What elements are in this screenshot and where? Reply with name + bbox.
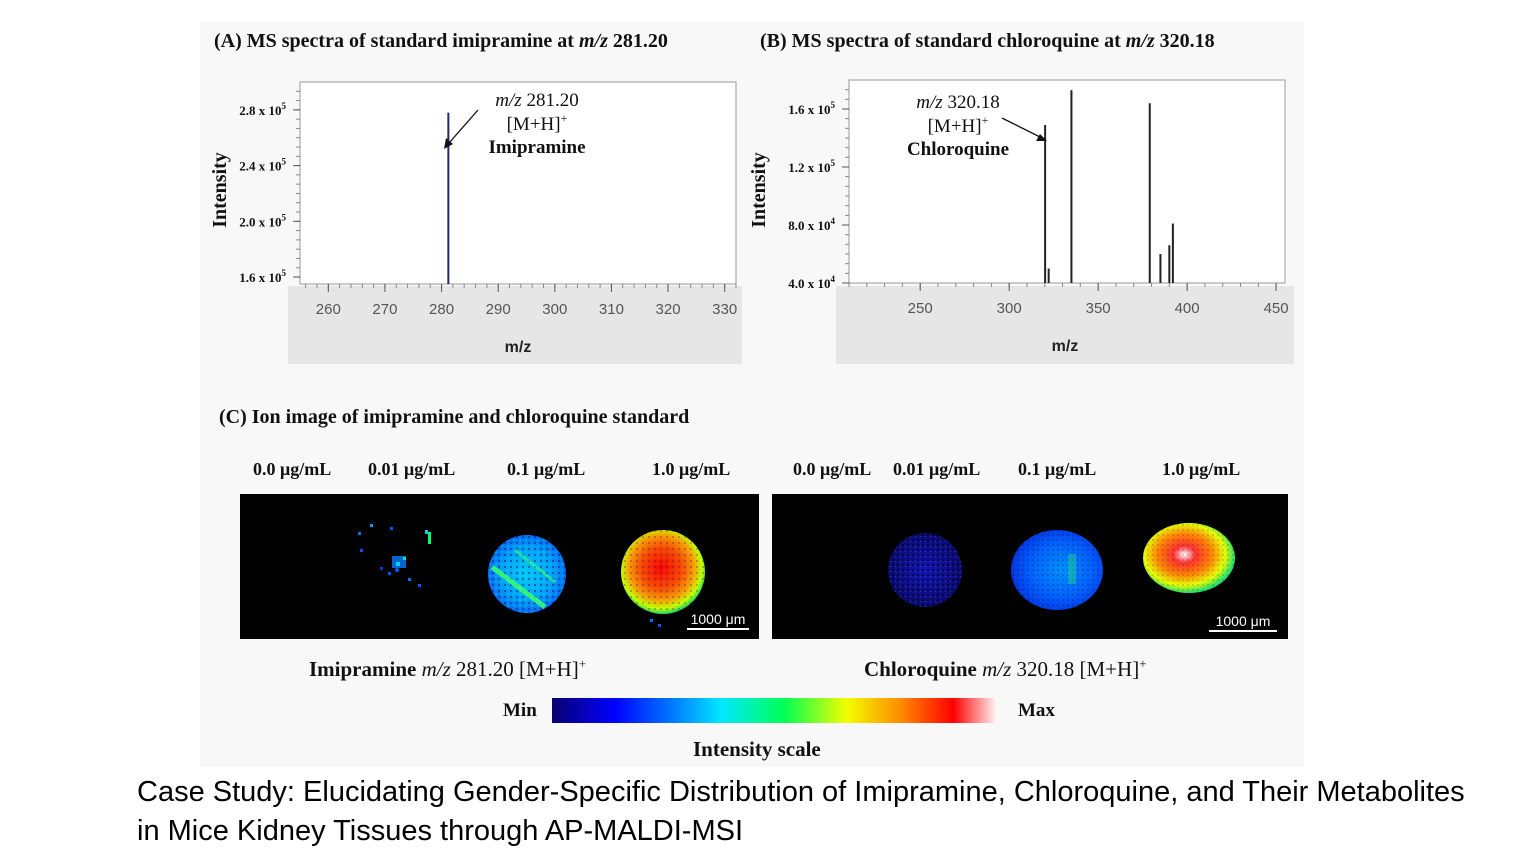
chloroquine-spot-1.0 xyxy=(1143,523,1235,593)
imipramine-spot-0.01 xyxy=(358,524,431,587)
panel-b-x-tick-label: 350 xyxy=(1086,300,1111,317)
chloroquine-ion-label: Chloroquine m/z 320.18 [M+H]+ xyxy=(864,656,1147,681)
panel-a-plot-area xyxy=(299,81,737,285)
panel-b-x-axis-label: m/z xyxy=(1052,338,1079,355)
panel-a-x-tick-label: 300 xyxy=(542,301,567,318)
right-conc-1: 0.01 μg/mL xyxy=(893,459,981,479)
panel-c-title: (C) Ion image of imipramine and chloroqu… xyxy=(219,406,690,428)
panel-a-chart: 260 270 280 290 300 310 320 330 1.6 x 105 2.0 x … xyxy=(209,81,737,356)
panel-a-axis-background xyxy=(288,286,742,364)
panel-b-y-tick-exponent: 4 xyxy=(831,216,836,226)
panel-b-y-tick-exponent: 4 xyxy=(831,274,836,284)
panel-b-y-tick-label: 4.0 x 104 xyxy=(788,274,835,291)
left-conc-0: 0.0 μg/mL xyxy=(253,459,332,479)
panel-a-annotation-ion: [M+H]+ xyxy=(507,111,568,135)
panel-b-peaks xyxy=(1044,90,1174,283)
imipramine-scale-bar: 1000 μm xyxy=(687,611,749,630)
panel-b-chart: 250 300 350 400 450 4.0 x 104 8.0 x 104 1.2 x … xyxy=(748,79,1289,355)
chloroquine-spot-0.01 xyxy=(888,533,962,607)
panel-b-axis-background xyxy=(836,286,1294,364)
panel-b-title: (B) MS spectra of standard chloroquine a… xyxy=(760,30,1215,52)
panel-b-x-tick-label: 250 xyxy=(908,300,933,317)
svg-text:1000 μm: 1000 μm xyxy=(691,611,746,627)
panel-a-annotation-mz: m/z 281.20 xyxy=(495,90,578,111)
panel-b-x-ticks: 250 300 350 400 450 xyxy=(848,283,1289,317)
panel-a-y-tick-exponent: 5 xyxy=(282,101,287,111)
panel-b-y-tick-label: 8.0 x 104 xyxy=(788,216,835,233)
panel-a-arrow xyxy=(444,109,479,149)
imipramine-ion-label: Imipramine m/z 281.20 [M+H]+ xyxy=(309,656,587,681)
chloroquine-spot-0.1 xyxy=(1011,530,1103,610)
intensity-colorbar xyxy=(552,698,998,723)
panel-a-y-tick-exponent: 5 xyxy=(282,268,287,278)
panel-a-x-tick-label: 260 xyxy=(316,301,341,318)
panel-b-x-tick-label: 300 xyxy=(997,300,1022,317)
svg-text:1000 μm: 1000 μm xyxy=(1216,613,1271,629)
panel-a-y-tick-exponent: 5 xyxy=(282,157,287,167)
left-conc-3: 1.0 μg/mL xyxy=(652,459,731,479)
slide-caption: Case Study: Elucidating Gender-Specific … xyxy=(137,776,1465,847)
panel-b-x-tick-label: 450 xyxy=(1264,300,1289,317)
panel-a-x-tick-label: 320 xyxy=(656,301,681,318)
panel-a-title: (A) MS spectra of standard imipramine at… xyxy=(214,30,668,52)
colorbar-max-label: Max xyxy=(1018,700,1055,721)
panel-a-x-tick-label: 330 xyxy=(712,301,737,318)
panel-b-y-tick-label: 1.6 x 105 xyxy=(788,100,835,117)
panel-b-arrow xyxy=(1001,117,1047,141)
panel-b-y-ticks: 4.0 x 104 8.0 x 104 1.2 x 105 1.6 x 105 xyxy=(788,89,849,291)
panel-a-x-tick-label: 310 xyxy=(599,301,624,318)
panel-b-plot-area xyxy=(848,79,1286,284)
panel-a-x-tick-label: 290 xyxy=(486,301,511,318)
panel-b-y-axis-label: Intensity xyxy=(748,152,770,228)
left-conc-2: 0.1 μg/mL xyxy=(507,459,586,479)
chloroquine-scale-bar: 1000 μm xyxy=(1209,613,1277,632)
panel-b-y-tick-exponent: 5 xyxy=(831,158,836,168)
panel-b-annotation-ion: [M+H]+ xyxy=(928,113,989,137)
panel-a-y-tick-label: 2.4 x 105 xyxy=(239,157,286,174)
panel-a-y-tick-label: 1.6 x 105 xyxy=(239,268,286,285)
panel-b-x-tick-label: 400 xyxy=(1175,300,1200,317)
panel-a-x-ticks: 260 270 280 290 300 310 320 330 xyxy=(305,284,737,318)
panel-a-x-axis-label: m/z xyxy=(505,339,532,356)
imipramine-spot-1.0 xyxy=(621,530,705,627)
colorbar-min-label: Min xyxy=(503,700,537,721)
panel-a-y-tick-label: 2.0 x 105 xyxy=(239,212,286,229)
right-conc-0: 0.0 μg/mL xyxy=(793,459,872,479)
panel-a-y-ticks: 1.6 x 105 2.0 x 105 2.4 x 105 2.8 x 105 xyxy=(239,90,300,285)
panel-a-x-tick-label: 270 xyxy=(372,301,397,318)
panel-b-annotation-mz: m/z 320.18 xyxy=(916,92,999,113)
intensity-scale-title: Intensity scale xyxy=(693,737,821,761)
panel-a-y-tick-exponent: 5 xyxy=(282,212,287,222)
imipramine-spot-0.1 xyxy=(488,535,566,613)
panel-b-annotation-name: Chloroquine xyxy=(907,139,1009,160)
panel-a-y-axis-label: Intensity xyxy=(209,152,231,228)
panel-a-annotation-name: Imipramine xyxy=(488,137,585,158)
chloroquine-ion-image: 1000 μm xyxy=(772,494,1288,639)
right-conc-2: 0.1 μg/mL xyxy=(1018,459,1097,479)
panel-a-x-tick-label: 280 xyxy=(429,301,454,318)
panel-a-y-tick-label: 2.8 x 105 xyxy=(239,101,286,118)
panel-b-y-tick-label: 1.2 x 105 xyxy=(788,158,835,175)
panel-b-y-tick-exponent: 5 xyxy=(831,100,836,110)
left-conc-1: 0.01 μg/mL xyxy=(368,459,456,479)
imipramine-ion-image: 1000 μm xyxy=(240,494,759,639)
right-conc-3: 1.0 μg/mL xyxy=(1162,459,1241,479)
